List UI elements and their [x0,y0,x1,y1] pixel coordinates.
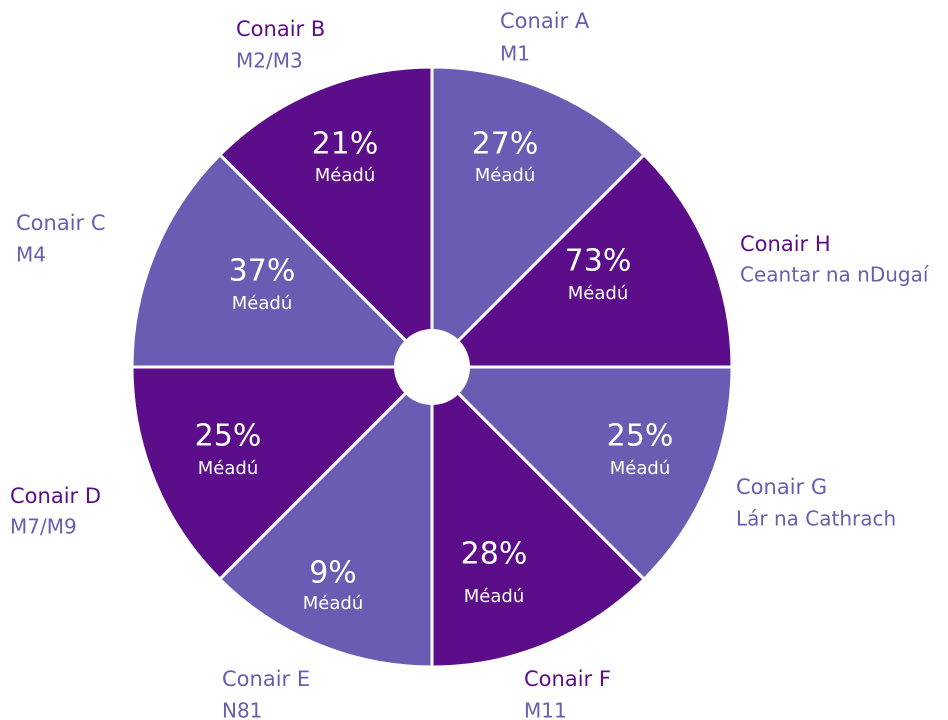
segment [430,363,647,669]
segment [217,363,434,669]
segment-name: Conair A [500,9,590,33]
segment-note: Méadú [464,586,524,607]
segment-value: 25% [607,419,674,454]
segment-name: Conair H [740,232,831,256]
segment [217,65,434,371]
segment-name: Conair G [736,475,827,499]
segment-name: Conair E [222,667,310,691]
segment-value: 28% [461,537,528,572]
segment-subtitle: M7/M9 [10,515,77,539]
segment-note: Méadú [568,283,628,304]
segment-value: 27% [472,127,539,162]
segment-subtitle: Lár na Cathrach [736,507,896,531]
center-hole [394,329,470,405]
segment-subtitle: M4 [16,243,46,267]
segment-note: Méadú [475,165,535,186]
segment-note: Méadú [303,593,363,614]
segment-name: Conair B [236,17,325,41]
segment [130,365,436,582]
segment-value: 37% [229,254,296,289]
segment-value: 73% [565,244,632,279]
segment [130,152,436,369]
segment-name: Conair C [16,211,106,235]
segment [428,152,734,369]
segment-name: Conair F [524,667,611,691]
segment-value: 21% [312,127,379,162]
segment-note: Méadú [610,458,670,479]
segment-subtitle: M11 [524,699,567,720]
segment-note: Méadú [315,165,375,186]
segment-note: Méadú [232,293,292,314]
segment-value: 9% [309,556,357,591]
segment-note: Méadú [198,458,258,479]
segment [430,65,647,371]
segment [428,365,734,582]
segment-name: Conair D [10,484,101,508]
segment-subtitle: M2/M3 [236,49,303,73]
segment-subtitle: N81 [222,699,262,720]
segment-subtitle: Ceantar na nDugaí [740,263,930,287]
segment-subtitle: M1 [500,42,530,66]
segment-value: 25% [195,419,262,454]
